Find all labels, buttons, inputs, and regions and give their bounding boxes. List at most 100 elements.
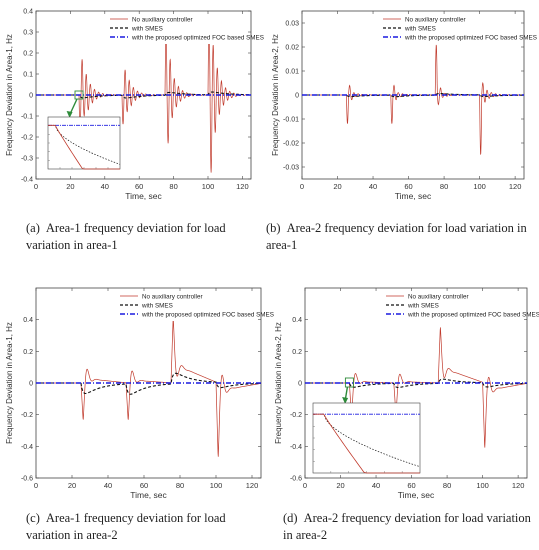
x-tick-label: 40 bbox=[104, 481, 112, 490]
caption-c-text: Area-1 frequency deviation for load vari… bbox=[26, 511, 226, 542]
y-tick-label: -0.2 bbox=[21, 412, 33, 419]
y-tick-label: -0.6 bbox=[21, 476, 33, 483]
zoom-marker bbox=[74, 90, 84, 100]
y-tick-label: -0.3 bbox=[21, 156, 33, 163]
y-tick-label: 0.02 bbox=[285, 45, 299, 52]
y-axis-label: Frequency Deviation in Area-1, Hz bbox=[5, 34, 14, 156]
y-axis-label: Frequency Deviation in Area-2, Hz bbox=[274, 322, 283, 444]
x-tick-label: 60 bbox=[407, 481, 415, 490]
y-tick-label: 0 bbox=[295, 93, 299, 100]
y-tick-label: 0.03 bbox=[285, 21, 299, 28]
caption-b-label: (b) bbox=[266, 221, 281, 235]
legend: No auxiliary controller with SMES with the… bbox=[106, 14, 264, 44]
x-tick-label: 0 bbox=[34, 481, 38, 490]
y-axis-label: Frequency Deviation in Area-1, Hz bbox=[5, 322, 14, 444]
zoom-inset bbox=[312, 377, 421, 474]
x-axis-label: Time, sec bbox=[395, 191, 432, 201]
x-tick-label: 20 bbox=[333, 182, 341, 191]
inset-frame bbox=[47, 116, 121, 170]
legend-entry: with SMES bbox=[131, 26, 163, 33]
x-tick-label: 40 bbox=[101, 182, 109, 191]
caption-d-label: (d) bbox=[283, 511, 298, 525]
caption-a-text: Area-1 frequency deviation for load vari… bbox=[26, 221, 226, 252]
y-axis-label: Frequency Deviation in Area-2, Hz bbox=[271, 34, 280, 156]
inset-line-no-auxiliary-controller bbox=[48, 124, 120, 170]
y-tick-label: 0.3 bbox=[23, 30, 33, 37]
y-tick-label: -0.4 bbox=[21, 444, 33, 451]
x-tick-label: 20 bbox=[68, 481, 76, 490]
legend-entry: with SMES bbox=[404, 26, 436, 33]
x-tick-label: 120 bbox=[236, 182, 249, 191]
x-tick-label: 0 bbox=[303, 481, 307, 490]
x-tick-label: 40 bbox=[372, 481, 380, 490]
x-tick-label: 80 bbox=[169, 182, 177, 191]
caption-c: (c) Area-1 frequency deviation for load v… bbox=[26, 510, 266, 544]
legend: No auxiliary controller with SMES with the… bbox=[379, 14, 537, 44]
caption-a: (a) Area-1 frequency deviation for load v… bbox=[26, 220, 256, 254]
legend-entry: with SMES bbox=[407, 303, 439, 310]
y-tick-label: 0.4 bbox=[292, 317, 302, 324]
zoom-arrow-head bbox=[66, 111, 73, 118]
caption-d: (d) Area-2 frequency deviation for load v… bbox=[283, 510, 533, 544]
x-tick-label: 60 bbox=[135, 182, 143, 191]
y-tick-label: 0.2 bbox=[292, 349, 302, 356]
x-tick-label: 60 bbox=[140, 481, 148, 490]
caption-b: (b) Area-2 frequency deviation for load v… bbox=[266, 220, 528, 254]
x-tick-label: 80 bbox=[443, 481, 451, 490]
y-tick-label: 0.01 bbox=[285, 69, 299, 76]
y-tick-label: 0.1 bbox=[23, 72, 33, 79]
legend-entry: with SMES bbox=[141, 303, 173, 310]
y-tick-label: -0.4 bbox=[290, 444, 302, 451]
x-tick-label: 100 bbox=[473, 182, 486, 191]
legend-entry: No auxiliary controller bbox=[142, 294, 203, 301]
legend-entry: No auxiliary controller bbox=[132, 17, 193, 24]
chart-panel-b: 0 20 40 60 80 100 120 -0.03 -0.02 -0.01 0 0.01 0.02 0… bbox=[271, 10, 537, 201]
y-tick-label: -0.4 bbox=[21, 177, 33, 184]
y-tick-label: 0.2 bbox=[23, 51, 33, 58]
x-tick-label: 120 bbox=[512, 481, 525, 490]
caption-a-label: (a) bbox=[26, 221, 40, 235]
x-axis-label: Time, sec bbox=[130, 490, 167, 500]
zoom-inset bbox=[47, 90, 121, 170]
inset-line-no-auxiliary-controller bbox=[313, 413, 420, 474]
x-axis-label: Time, sec bbox=[125, 191, 162, 201]
chart-panel-c: 0 20 40 60 80 100 120 -0.6 -0.4 -0.2 0 0.2 0.4 Time, … bbox=[5, 287, 274, 500]
x-tick-label: 80 bbox=[440, 182, 448, 191]
y-tick-label: -0.02 bbox=[283, 141, 299, 148]
chart-panel-d: 0 20 40 60 80 100 120 -0.6 -0.4 -0.2 0 0.2 0.4 Time, … bbox=[274, 287, 539, 500]
x-tick-label: 100 bbox=[476, 481, 489, 490]
y-tick-label: -0.01 bbox=[283, 117, 299, 124]
y-tick-label: 0 bbox=[29, 381, 33, 388]
y-tick-label: 0.4 bbox=[23, 9, 33, 16]
legend-entry: with the proposed optimized FOC based SM… bbox=[141, 312, 274, 319]
x-tick-label: 40 bbox=[369, 182, 377, 191]
y-tick-label: -0.03 bbox=[283, 165, 299, 172]
x-tick-label: 60 bbox=[404, 182, 412, 191]
y-tick-label: 0.2 bbox=[23, 349, 33, 356]
y-tick-label: -0.2 bbox=[290, 412, 302, 419]
chart-panel-a: 0 20 40 60 80 100 120 -0.4 -0.3 -0.2 -0.1 0 0.1 0.2 0.… bbox=[5, 9, 264, 202]
y-tick-label: -0.1 bbox=[21, 114, 33, 121]
x-tick-label: 20 bbox=[336, 481, 344, 490]
y-tick-label: -0.6 bbox=[290, 476, 302, 483]
y-tick-label: 0 bbox=[298, 381, 302, 388]
x-tick-label: 100 bbox=[202, 182, 215, 191]
x-axis-label: Time, sec bbox=[398, 490, 435, 500]
series-line-with-smes bbox=[36, 91, 251, 99]
x-tick-label: 120 bbox=[246, 481, 259, 490]
legend: No auxiliary controller with SMES with the… bbox=[382, 291, 539, 321]
legend-entry: No auxiliary controller bbox=[408, 294, 469, 301]
x-tick-label: 0 bbox=[300, 182, 304, 191]
legend-entry: with the proposed optimized FOC based SM… bbox=[407, 312, 539, 319]
zoom-marker bbox=[344, 377, 354, 388]
caption-d-text: Area-2 frequency deviation for load vari… bbox=[283, 511, 531, 542]
inset-frame bbox=[312, 402, 421, 474]
x-tick-label: 100 bbox=[210, 481, 223, 490]
legend-entry: with the proposed optimized FOC based SM… bbox=[404, 35, 537, 42]
legend: No auxiliary controller with SMES with the… bbox=[116, 291, 274, 321]
x-tick-label: 20 bbox=[66, 182, 74, 191]
y-tick-label: 0 bbox=[29, 93, 33, 100]
legend-entry: with the proposed optimized FOC based SM… bbox=[131, 35, 264, 42]
inset-line-with-smes bbox=[48, 124, 121, 165]
x-tick-label: 120 bbox=[509, 182, 522, 191]
